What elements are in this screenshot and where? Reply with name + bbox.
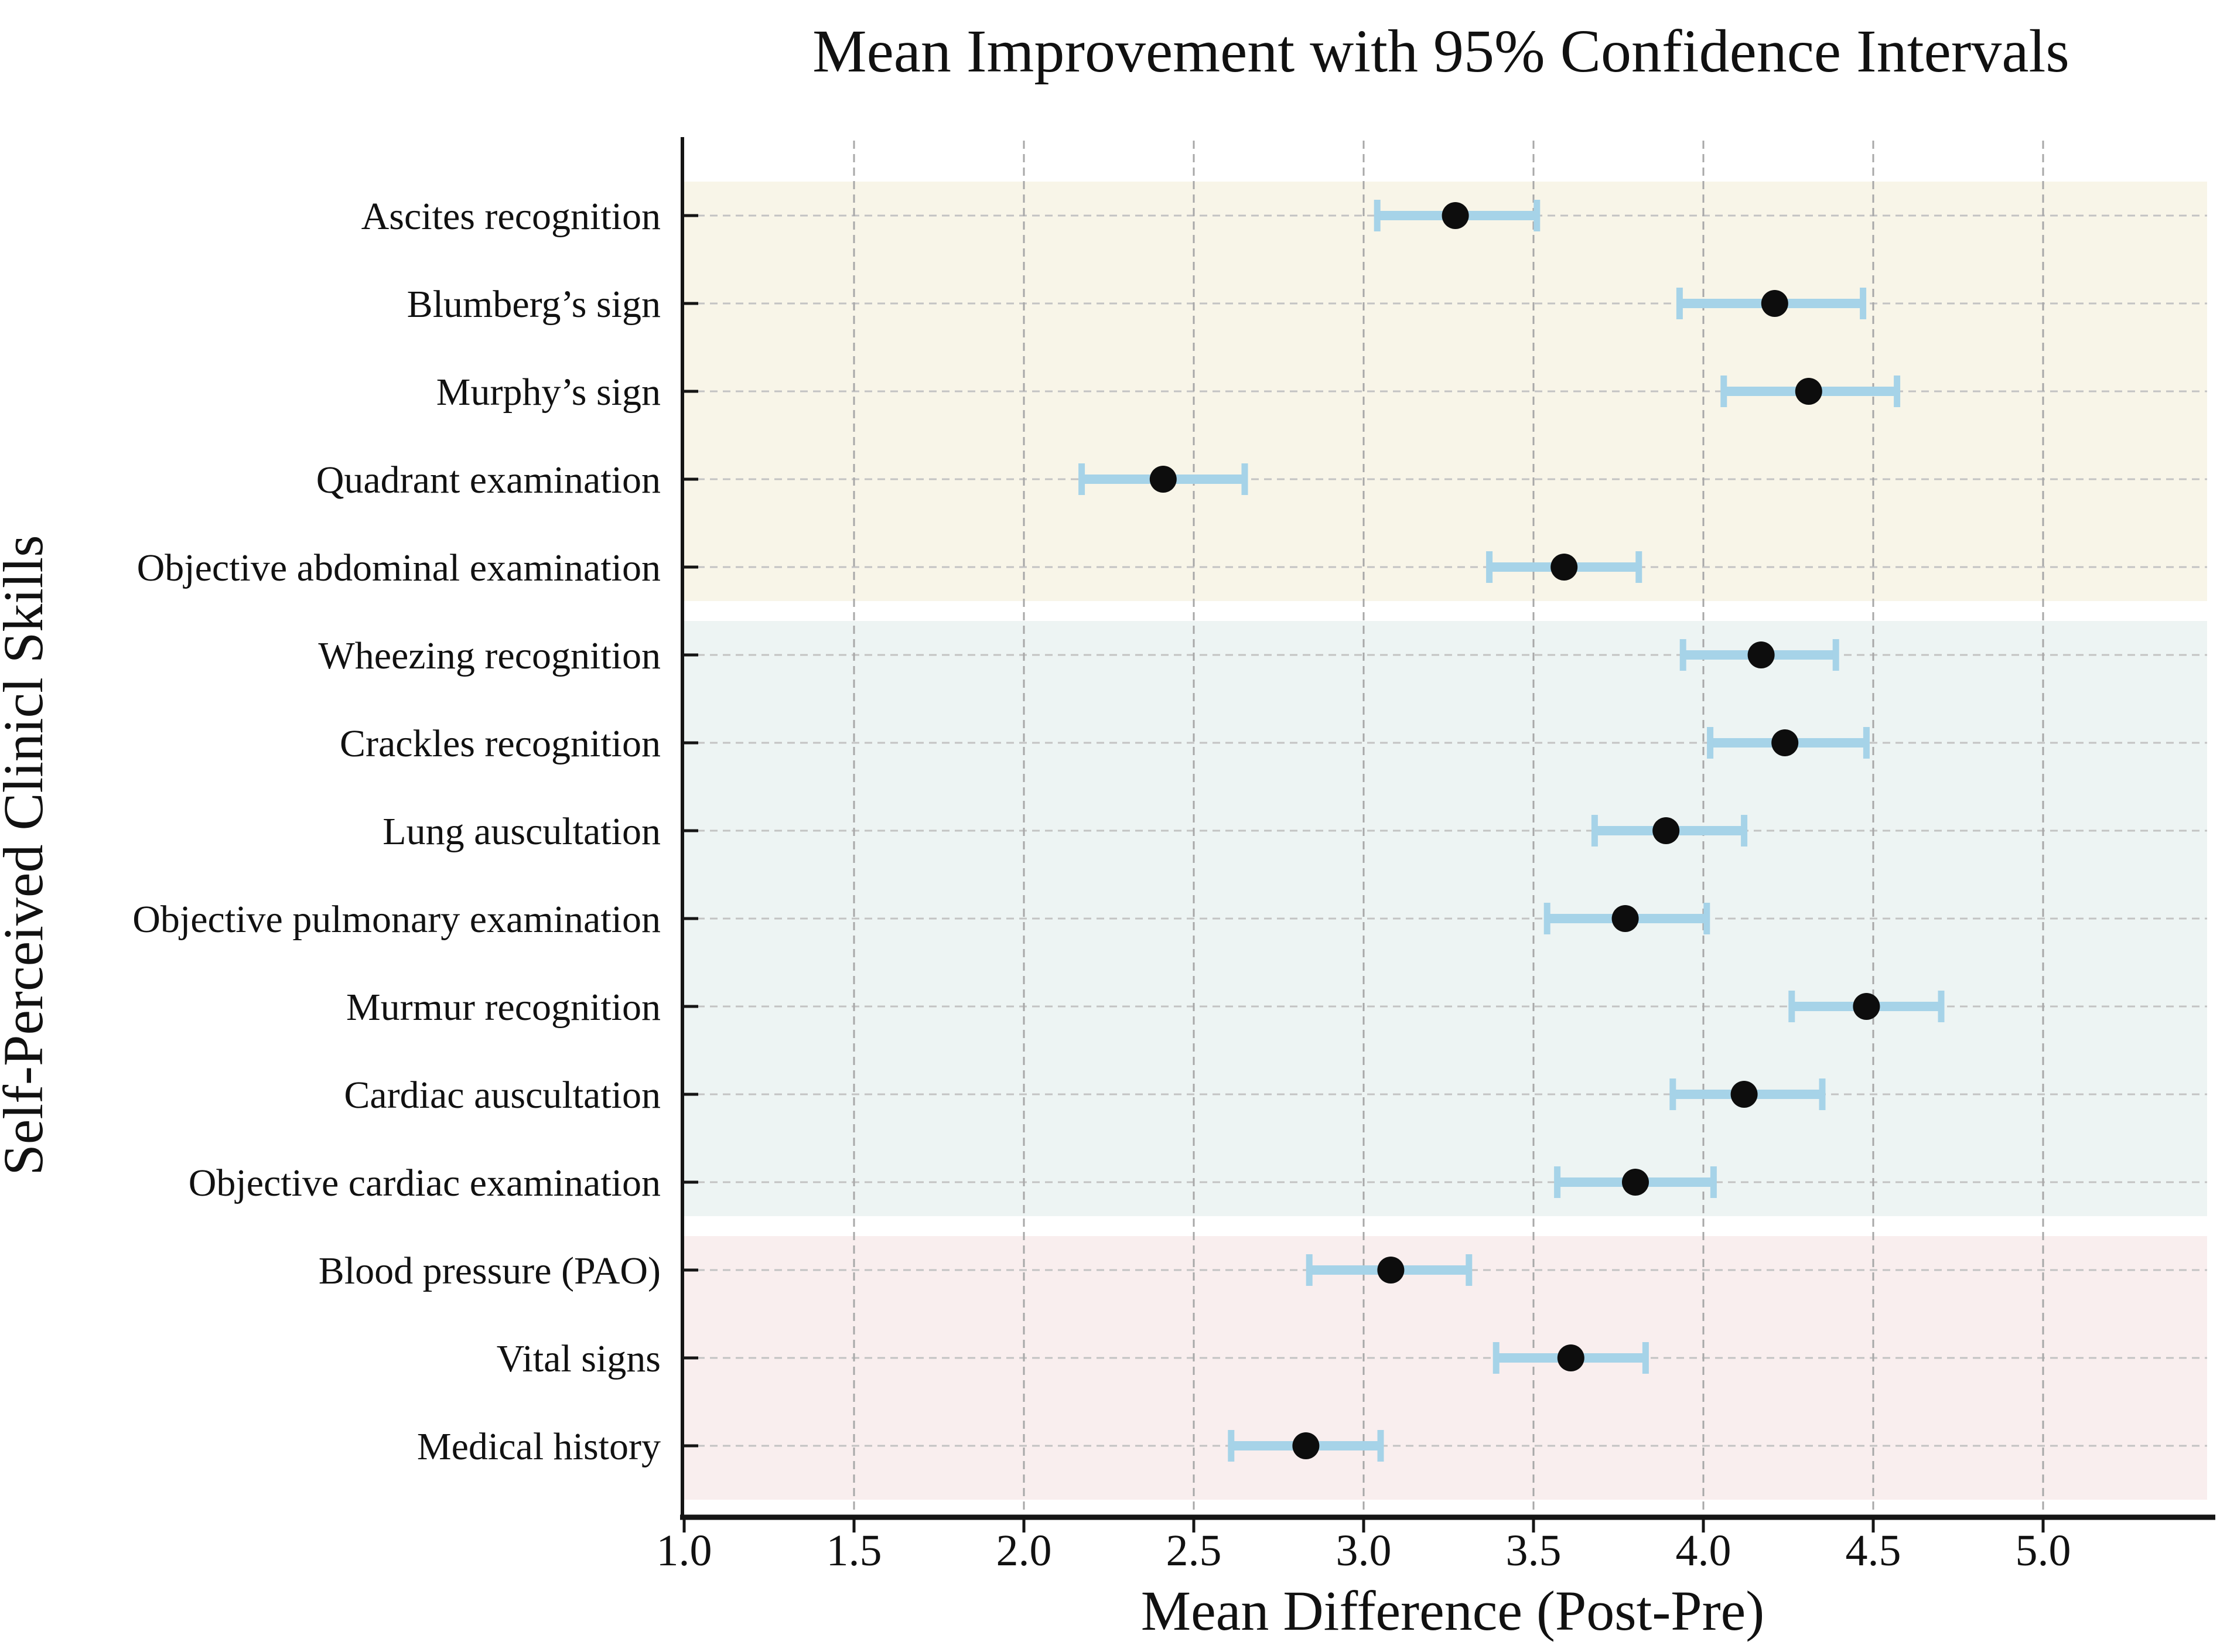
category-label-2: Murphy’s sign: [436, 371, 661, 414]
category-label-10: Cardiac auscultation: [344, 1074, 661, 1117]
mean-dot-12: [1377, 1257, 1405, 1284]
category-label-14: Medical history: [417, 1425, 661, 1468]
x-axis-title: Mean Difference (Post-Pre): [1141, 1579, 1764, 1642]
mean-dot-8: [1611, 905, 1639, 932]
x-tick-label-2.5: 2.5: [1166, 1526, 1222, 1575]
category-labels: Ascites recognition Blumberg’s sign Murphy…: [132, 195, 661, 1468]
mean-dot-0: [1442, 202, 1469, 229]
category-label-9: Murmur recognition: [346, 986, 661, 1029]
mean-dot-9: [1853, 993, 1880, 1020]
x-tick-label-1.5: 1.5: [826, 1526, 882, 1575]
category-label-0: Ascites recognition: [361, 195, 661, 238]
mean-dot-6: [1771, 729, 1799, 756]
mean-dot-14: [1292, 1432, 1320, 1459]
row-gridlines: [684, 214, 2207, 1447]
category-label-1: Blumberg’s sign: [407, 283, 661, 326]
category-label-3: Quadrant examination: [316, 459, 661, 501]
mean-dot-1: [1761, 290, 1788, 317]
x-tick-label-4.5: 4.5: [1846, 1526, 1901, 1575]
mean-dot-5: [1747, 641, 1775, 668]
axis-ticks: [682, 214, 2045, 1532]
category-label-6: Crackles recognition: [340, 722, 661, 765]
category-label-4: Objective abdominal examination: [137, 547, 661, 589]
mean-dot-2: [1795, 378, 1822, 405]
chart-title: Mean Improvement with 95% Confidence Int…: [812, 18, 2069, 85]
x-tick-label-3.5: 3.5: [1506, 1526, 1562, 1575]
mean-dot-10: [1730, 1081, 1758, 1108]
y-axis-title: Self-Perceived Clinicl Skills: [0, 535, 54, 1175]
band-general-skills: [684, 1236, 2207, 1500]
x-tick-label-5.0: 5.0: [2016, 1526, 2071, 1575]
group-bands: [684, 182, 2207, 1500]
category-label-12: Blood pressure (PAO): [319, 1250, 661, 1292]
category-label-11: Objective cardiac examination: [189, 1162, 661, 1204]
category-label-7: Lung auscultation: [382, 810, 661, 853]
category-label-5: Wheezing recognition: [318, 634, 661, 677]
mean-dot-3: [1149, 466, 1177, 493]
x-tick-label-4.0: 4.0: [1676, 1526, 1731, 1575]
x-tick-label-2.0: 2.0: [996, 1526, 1052, 1575]
category-label-8: Objective pulmonary examination: [132, 898, 661, 941]
mean-dot-7: [1652, 817, 1680, 844]
x-tick-labels: 1.0 1.5 2.0 2.5 3.0 3.5 4.0 4.5 5.0: [657, 1526, 2071, 1575]
mean-dots: [1149, 202, 1880, 1459]
x-tick-label-1.0: 1.0: [657, 1526, 712, 1575]
x-tick-label-3.0: 3.0: [1336, 1526, 1392, 1575]
mean-dot-13: [1557, 1344, 1584, 1371]
mean-dot-11: [1622, 1169, 1649, 1196]
mean-dot-4: [1550, 554, 1578, 581]
category-label-13: Vital signs: [497, 1337, 661, 1380]
axes-spines: [680, 137, 2215, 1520]
